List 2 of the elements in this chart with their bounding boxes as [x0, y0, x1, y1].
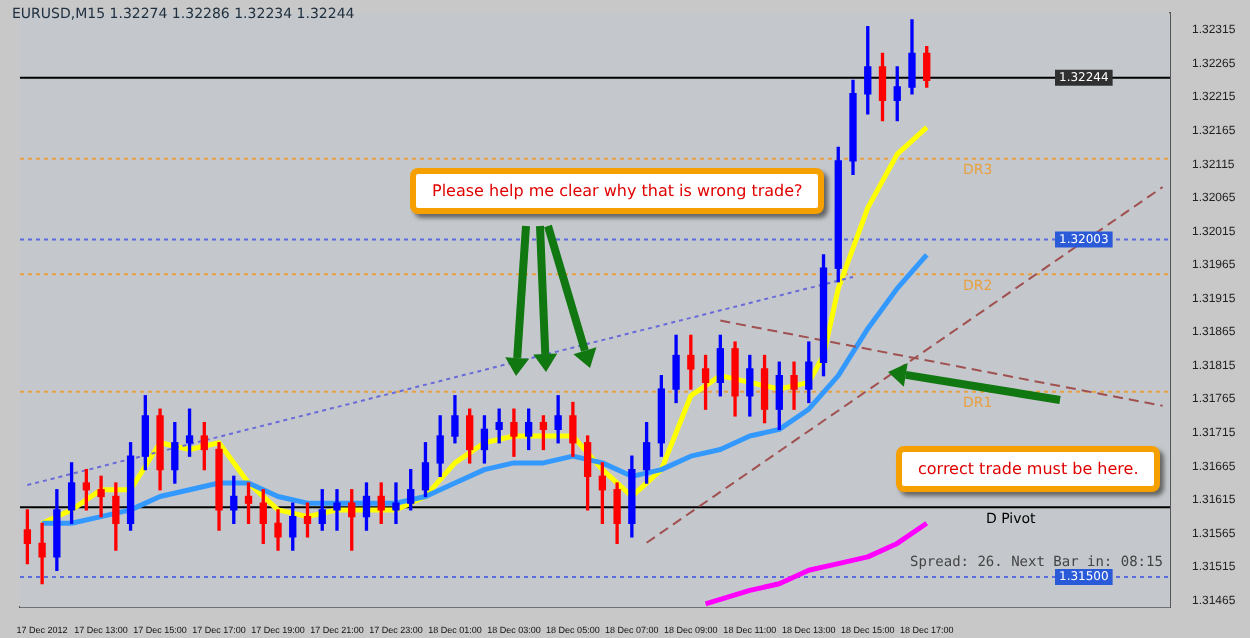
- annotation: Please help me clear why that is wrong trade?: [410, 168, 825, 214]
- annotation: correct trade must be here.: [896, 446, 1161, 492]
